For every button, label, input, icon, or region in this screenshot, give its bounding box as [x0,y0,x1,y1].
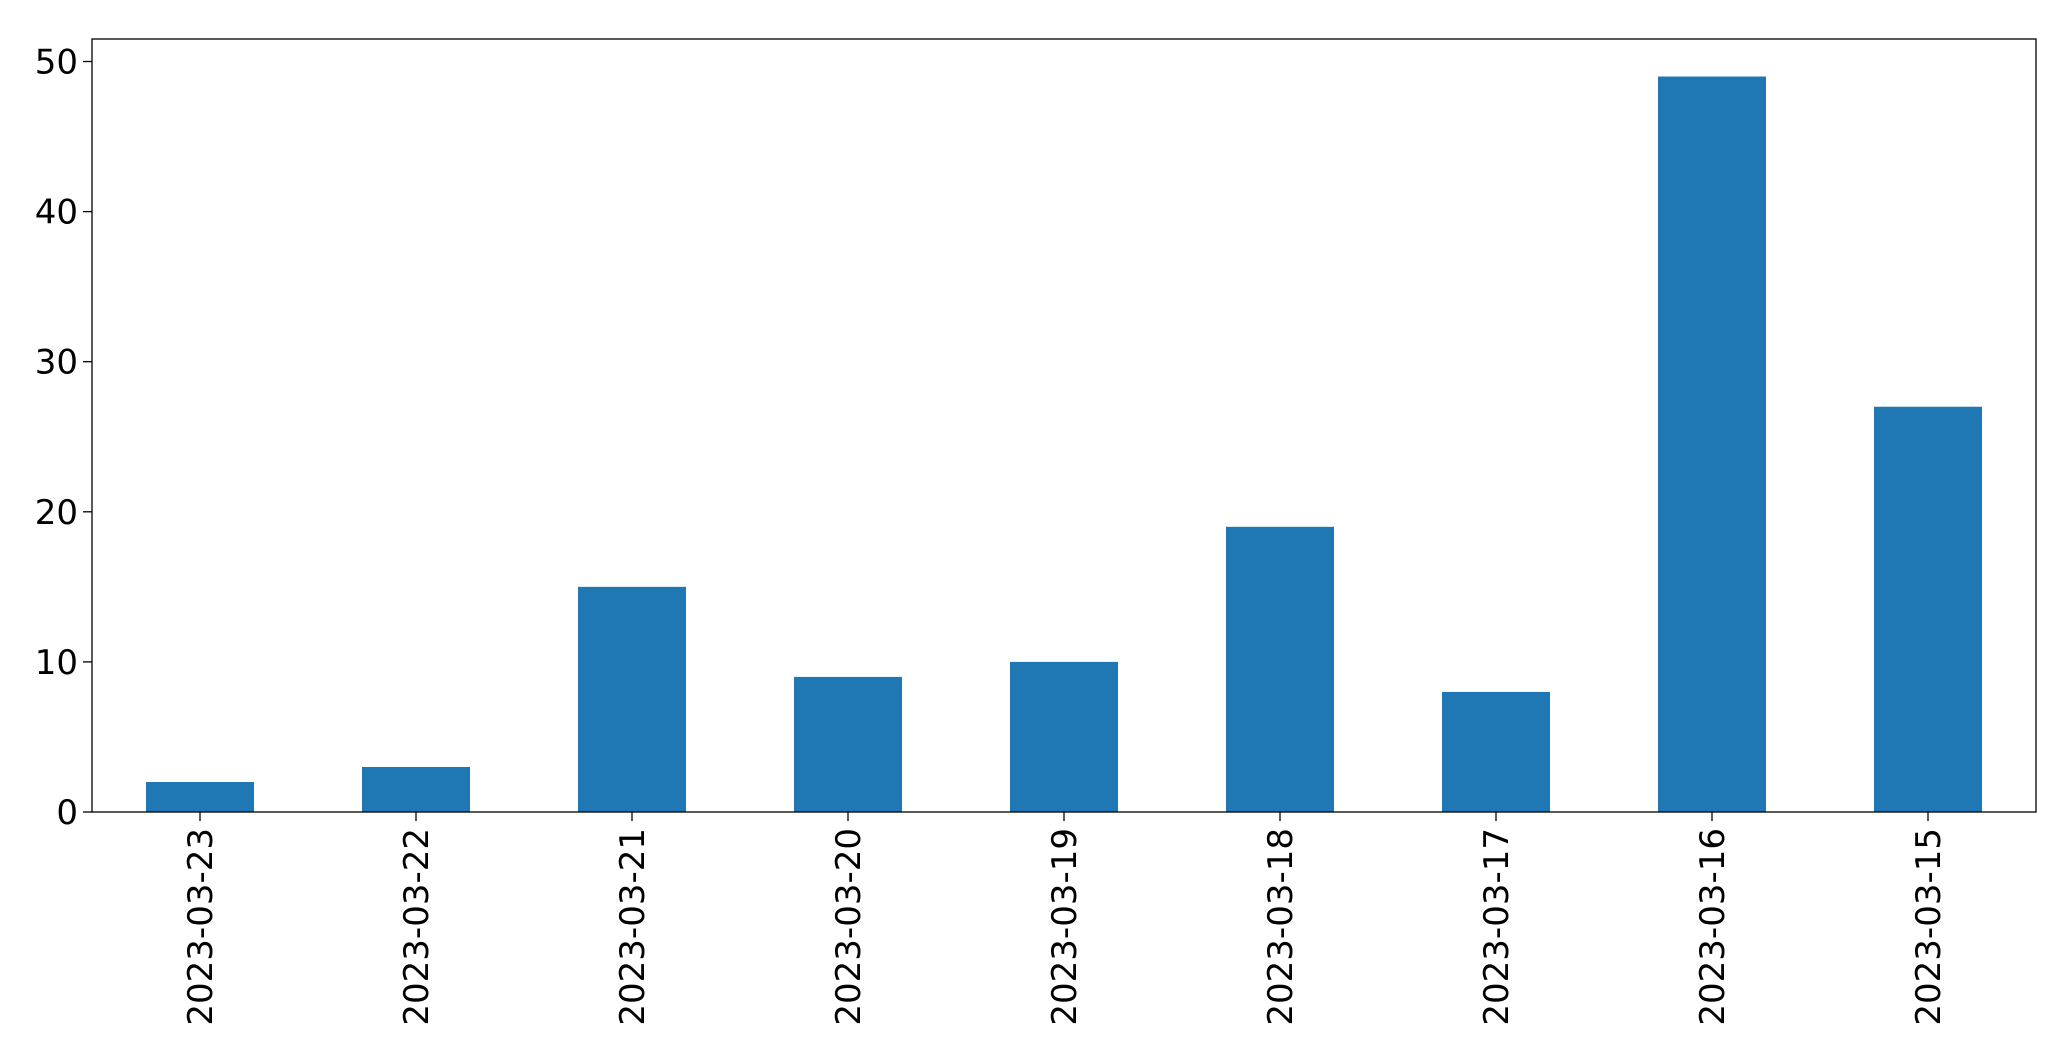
y-tick-label: 0 [56,793,78,833]
x-tick-label: 2023-03-15 [1909,828,1949,1026]
x-tick-label: 2023-03-16 [1693,828,1733,1026]
plot-frame [91,38,2037,813]
y-tick-label: 40 [35,193,78,233]
y-tick-label: 50 [35,43,78,83]
x-tick-label: 2023-03-21 [613,828,653,1026]
y-axis: 0 10 20 30 40 50 [35,43,92,833]
bar-2023-03-21 [578,586,686,812]
bars-layer [146,76,1982,812]
y-tick-label: 30 [35,343,78,383]
bar-2023-03-22 [362,766,470,812]
bar-2023-03-18 [1226,526,1334,812]
x-tick-label: 2023-03-23 [181,828,221,1026]
y-tick-label: 20 [35,493,78,533]
x-tick-label: 2023-03-17 [1477,828,1517,1026]
x-tick-label: 2023-03-18 [1261,828,1301,1026]
bar-2023-03-20 [794,676,902,812]
x-tick-label: 2023-03-22 [397,828,437,1026]
bar-2023-03-15 [1874,406,1982,812]
y-tick-label: 10 [35,643,78,683]
bar-2023-03-23 [146,781,254,812]
bar-2023-03-17 [1442,691,1550,812]
x-tick-label: 2023-03-19 [1045,828,1085,1026]
bar-2023-03-19 [1010,661,1118,812]
x-tick-label: 2023-03-20 [829,828,869,1026]
bar-2023-03-16 [1658,76,1766,812]
x-axis: 2023-03-23 2023-03-22 2023-03-21 2023-03-20… [181,812,1949,1026]
